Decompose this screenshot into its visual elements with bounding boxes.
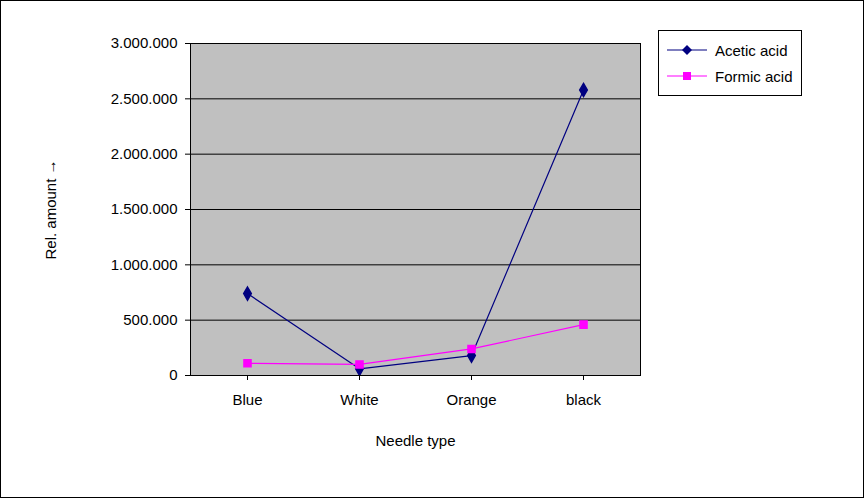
svg-text:black: black: [566, 391, 602, 408]
svg-text:2.500.000: 2.500.000: [111, 90, 178, 107]
svg-text:1.000.000: 1.000.000: [111, 256, 178, 273]
svg-text:Blue: Blue: [232, 391, 262, 408]
svg-text:White: White: [340, 391, 378, 408]
svg-text:Rel. amount →: Rel. amount →: [42, 159, 59, 259]
html-text:Formic acid: Formic acid: [715, 67, 793, 85]
svg-text:3.000.000: 3.000.000: [111, 34, 178, 51]
svg-text:500.000: 500.000: [123, 311, 177, 328]
svg-text:Orange: Orange: [446, 391, 496, 408]
svg-text:Needle type: Needle type: [375, 432, 455, 449]
svg-text:2.000.000: 2.000.000: [111, 145, 178, 162]
svg-text:0: 0: [169, 366, 177, 383]
svg-text:1.500.000: 1.500.000: [111, 200, 178, 217]
html-text:Acetic acid: Acetic acid: [715, 41, 788, 59]
